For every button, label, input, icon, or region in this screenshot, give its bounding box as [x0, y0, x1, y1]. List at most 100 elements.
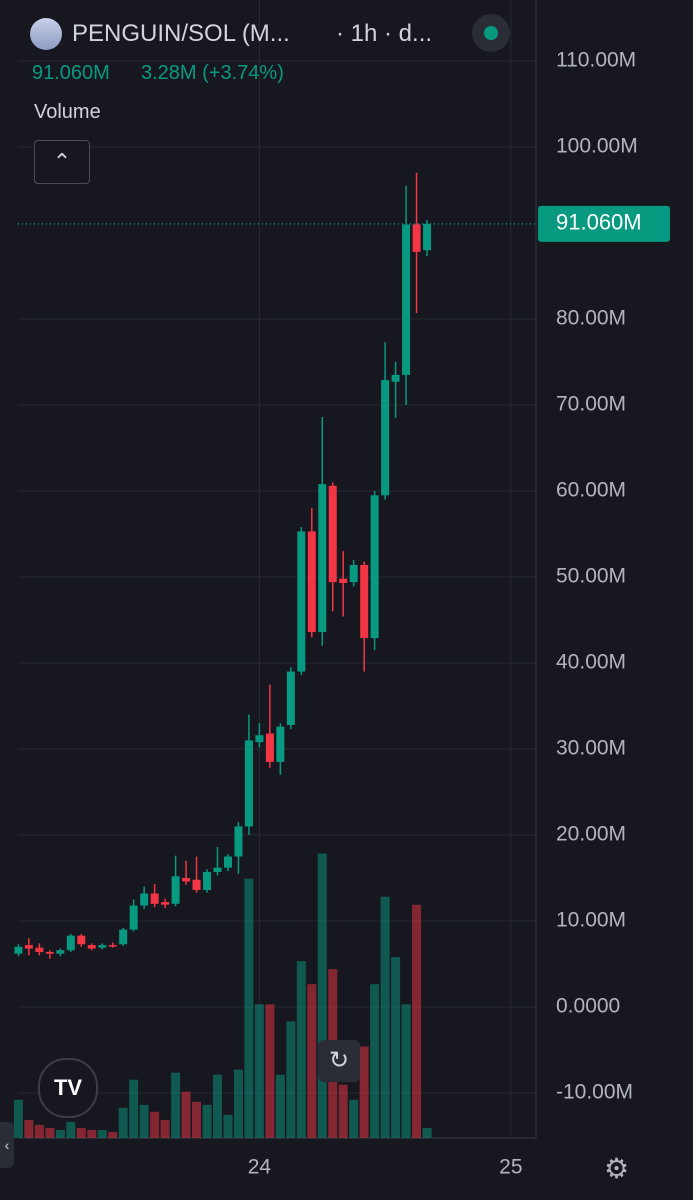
candle-body — [56, 950, 65, 954]
volume-bar — [108, 1131, 118, 1138]
x-tick-label: 25 — [499, 1156, 522, 1179]
volume-bar — [422, 1127, 432, 1138]
candle-body — [171, 876, 180, 904]
candle-body — [255, 735, 264, 743]
volume-bar — [317, 853, 327, 1138]
candle-body — [77, 935, 86, 945]
volume-bar — [139, 1104, 149, 1138]
candle-body — [129, 905, 138, 930]
candle-body — [276, 726, 285, 762]
volume-bar — [349, 1099, 359, 1138]
volume-bar — [296, 961, 306, 1138]
volume-bar — [24, 1119, 34, 1138]
y-tick-label: 0.0000 — [556, 995, 620, 1018]
candle-body — [339, 578, 348, 584]
candle-body — [391, 374, 400, 382]
y-tick-label: 40.00M — [556, 651, 626, 674]
y-tick-label: 100.00M — [556, 135, 638, 158]
candle-body — [24, 945, 33, 949]
coin-icon — [30, 18, 62, 50]
candle-body — [402, 224, 411, 375]
volume-label: Volume — [34, 101, 101, 123]
candle-body — [412, 224, 421, 252]
y-tick-label: -10.00M — [556, 1081, 633, 1104]
candle-body — [244, 740, 253, 827]
y-tick-label: 10.00M — [556, 909, 626, 932]
candle-body — [307, 531, 316, 633]
logo[interactable]: TV — [38, 1058, 98, 1118]
x-tick-label: 24 — [248, 1156, 272, 1179]
volume-bar — [244, 878, 254, 1138]
y-tick-label: 110.00M — [556, 49, 636, 72]
volume-bar — [66, 1121, 76, 1138]
last-price-badge — [538, 205, 670, 242]
candle-body — [87, 945, 96, 949]
y-tick-label: 80.00M — [556, 307, 626, 330]
candle-body — [119, 929, 128, 945]
volume-bar — [412, 904, 422, 1138]
candle-body — [360, 564, 369, 639]
volume-bar — [359, 1046, 369, 1138]
volume-bar — [401, 1004, 411, 1138]
candle-body — [328, 485, 337, 583]
candle-body — [161, 902, 170, 905]
volume-bar — [118, 1107, 128, 1138]
y-tick-label: 60.00M — [556, 479, 626, 502]
volume-bar — [254, 1004, 264, 1138]
collapse-button[interactable]: ⌃ — [34, 140, 90, 184]
volume-bar — [97, 1129, 107, 1138]
settings-button[interactable]: ⚙ — [604, 1153, 630, 1184]
candle-body — [66, 935, 75, 951]
volume-bar — [265, 1004, 275, 1138]
volume-bar — [171, 1072, 181, 1138]
candle-body — [265, 733, 274, 762]
candle-body — [98, 945, 107, 948]
reset-button[interactable]: ↻ — [318, 1040, 360, 1082]
y-tick-label: 70.00M — [556, 393, 626, 416]
candle-body — [297, 531, 306, 672]
candle-body — [192, 879, 201, 891]
status-badge — [472, 14, 510, 52]
candle-body — [150, 893, 159, 904]
candle-body — [203, 871, 212, 891]
volume-bar — [150, 1111, 160, 1138]
candle-body — [182, 878, 191, 882]
volume-bar — [307, 984, 317, 1138]
volume-bar — [391, 957, 401, 1138]
candle-body — [370, 495, 379, 639]
volume-bar — [192, 1101, 202, 1138]
volume-bar — [233, 1069, 243, 1138]
volume-bar — [286, 1021, 296, 1138]
legend-change: 3.28M (+3.74%) — [141, 62, 284, 84]
last-price-label: 91.060M — [556, 210, 642, 235]
volume-bar — [87, 1129, 97, 1138]
volume-bar — [212, 1074, 222, 1138]
volume-bar — [34, 1124, 44, 1138]
side-tab[interactable]: ‹ — [0, 1122, 14, 1168]
candle-body — [35, 947, 44, 952]
volume-bar — [160, 1119, 170, 1138]
symbol[interactable]: PENGUIN/SOL (M... — [72, 20, 290, 47]
candle-body — [318, 484, 327, 633]
volume-bar — [13, 1099, 23, 1138]
candle-body — [140, 893, 149, 906]
volume-bar — [380, 896, 390, 1138]
candle-body — [213, 867, 222, 872]
volume-bar — [181, 1091, 191, 1138]
volume-bar — [370, 984, 380, 1138]
candle-body — [14, 946, 23, 954]
legend-price: 91.060M — [32, 62, 110, 84]
candle-body — [423, 223, 432, 251]
candle-body — [234, 826, 243, 857]
volume-bar — [45, 1127, 55, 1138]
interval[interactable]: · 1h · d... — [336, 20, 433, 47]
y-tick-label: 30.00M — [556, 737, 626, 760]
candle-body — [223, 856, 232, 868]
volume-bar — [55, 1129, 65, 1138]
volume-bar — [202, 1104, 212, 1138]
candle-body — [108, 945, 117, 947]
candle-body — [286, 671, 295, 725]
y-tick-label: 20.00M — [556, 823, 626, 846]
